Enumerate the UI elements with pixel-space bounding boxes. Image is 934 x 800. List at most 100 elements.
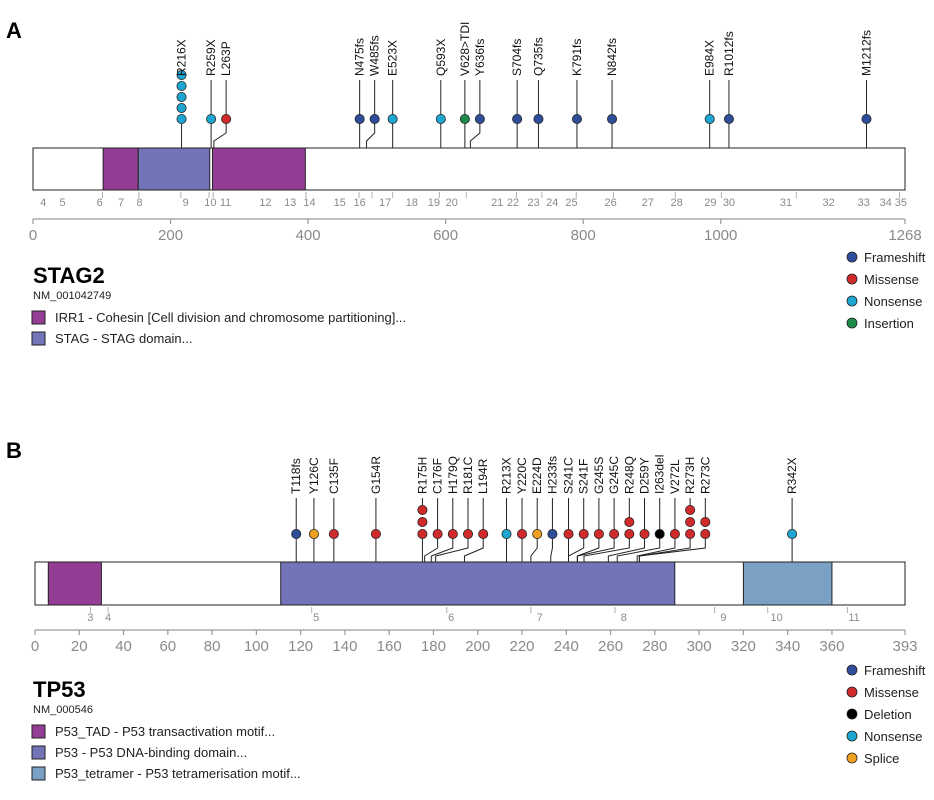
mutation-label: V628>TDI — [458, 22, 472, 76]
mutation-label: W485fs — [368, 35, 382, 76]
axis-tick-label: 600 — [433, 227, 458, 244]
axis-tick-label: 800 — [571, 227, 596, 244]
axis-tick-label: 120 — [288, 638, 313, 655]
mutation-dot-frameshift — [474, 114, 485, 125]
missense-legend-label: Missense — [864, 272, 919, 287]
nonsense-legend-label: Nonsense — [864, 294, 923, 309]
mutation-dot-nonsense — [176, 114, 187, 125]
insertion-legend-swatch — [846, 317, 858, 329]
mutation-label: N475fs — [353, 38, 367, 76]
mutation-dot-missense — [517, 529, 528, 540]
mutation-label: H179Q — [446, 456, 460, 494]
mutation-dot-frameshift — [533, 114, 544, 125]
mutation-dot-frameshift — [723, 114, 734, 125]
missense-legend-label: Missense — [864, 685, 919, 700]
mutation-label: G245C — [607, 456, 621, 494]
exon-label: 6 — [97, 197, 103, 209]
exon-label: 30 — [723, 197, 735, 209]
mutation-label: L263P — [219, 41, 233, 76]
mutation-label: Q735fs — [531, 37, 545, 76]
panel-a-exon-labels: 4 5 6 7 8 9 10 11 12 13 14 15 16 17 18 19 20 21 22 23 24 25 26… — [40, 192, 907, 209]
mutation-label: C176F — [431, 458, 445, 494]
mutation-dot-frameshift — [571, 114, 582, 125]
mutation-label: R259X — [204, 39, 218, 76]
domain-tad — [47, 561, 102, 606]
missense-legend-swatch — [846, 686, 858, 698]
domain-legend-label: P53_tetramer - P53 tetramerisation motif… — [55, 766, 301, 781]
mutation-dot-frameshift — [512, 114, 523, 125]
exon-label: 28 — [671, 197, 683, 209]
domain-legend-label: P53 - P53 DNA-binding domain... — [55, 745, 247, 760]
exon-label: 31 — [780, 197, 792, 209]
mutation-label: E523X — [386, 40, 400, 76]
mutation-label: S704fs — [510, 39, 524, 76]
axis-tick-label: 320 — [731, 638, 756, 655]
mutation-dot-nonsense — [176, 70, 187, 81]
mutation-dot-splice — [308, 529, 319, 540]
panel-b-axis: 0 20 40 60 80 100 120 140 160 180 200 220 240 260 280 3… — [31, 629, 918, 655]
panel-b-protein-track — [34, 561, 906, 606]
mutation-label: R248Q — [622, 456, 636, 494]
mutation-dot-missense — [685, 529, 696, 540]
mutation-label: E224D — [530, 457, 544, 494]
panel-a-transcript: NM_001042749 — [33, 290, 111, 302]
mutation-label: R273H — [683, 457, 697, 494]
axis-tick-label: 60 — [159, 638, 176, 655]
axis-tick-label: 200 — [158, 227, 183, 244]
mutation-label: T118fs — [289, 458, 303, 494]
domain-legend-label: STAG - STAG domain... — [55, 331, 193, 346]
mutation-label: E984X — [703, 40, 717, 76]
mutation-label: G154R — [369, 456, 383, 494]
panel-b-mutation-legend: Frameshift Missense Deletion Nonsense Splice — [846, 663, 926, 766]
axis-tick-label: 1000 — [704, 227, 737, 244]
exon-label: 17 — [379, 197, 391, 209]
exon-label: 15 — [334, 197, 346, 209]
panel-b-transcript: NM_000546 — [33, 704, 93, 716]
mutation-dot-missense — [463, 529, 474, 540]
mutation-label: R1012fs — [722, 31, 736, 76]
mutation-dot-splice — [532, 529, 543, 540]
exon-label: 7 — [537, 612, 543, 624]
exon-label: 11 — [848, 612, 859, 624]
mutation-dot-frameshift — [369, 114, 380, 125]
mutation-dot-missense — [447, 529, 458, 540]
exon-label: 9 — [183, 197, 189, 209]
nonsense-legend-swatch — [846, 730, 858, 742]
exon-label: 19 — [428, 197, 440, 209]
mutation-dot-missense — [221, 114, 232, 125]
axis-tick-label: 80 — [204, 638, 221, 655]
mutation-dot-missense — [609, 529, 620, 540]
exon-label: 5 — [313, 612, 319, 624]
panel-a-letter: A — [6, 18, 22, 43]
mutation-dot-nonsense — [176, 81, 187, 92]
mutation-dot-missense — [328, 529, 339, 540]
mutation-dot-missense — [417, 517, 428, 528]
missense-legend-swatch — [846, 273, 858, 285]
mutation-label: R273C — [698, 456, 712, 494]
exon-label: 27 — [642, 197, 654, 209]
axis-tick-label: 360 — [819, 638, 844, 655]
panel-a: A R216X R259X L263P N475fs W485fs E523X Q593X V… — [6, 18, 926, 346]
deletion-legend-swatch — [846, 708, 858, 720]
exon-label: 33 — [858, 197, 870, 209]
mutation-label: N842fs — [605, 38, 619, 76]
exon-label: 10 — [770, 612, 782, 624]
axis-tick-label: 260 — [598, 638, 623, 655]
domain-tet — [742, 561, 833, 606]
domain-legend-swatch — [31, 766, 46, 781]
panel-a-gene-name: STAG2 — [33, 263, 105, 288]
mutation-dot-missense — [478, 529, 489, 540]
exon-label: 5 — [60, 197, 66, 209]
exon-label: 4 — [40, 197, 46, 209]
axis-tick-label: 140 — [332, 638, 357, 655]
frameshift-legend-label: Frameshift — [864, 663, 926, 678]
panel-b-exon-labels: 3 4 5 6 7 8 9 10 11 — [87, 607, 860, 624]
axis-tick-label: 240 — [554, 638, 579, 655]
axis-tick-label: 0 — [29, 227, 37, 244]
panel-a-mutation-legend: Frameshift Missense Nonsense Insertion — [846, 250, 926, 331]
panel-a-domain-legend: IRR1 - Cohesin [Cell division and chromo… — [31, 310, 406, 346]
exon-label: 35 — [895, 197, 907, 209]
mutation-label: L194R — [476, 458, 490, 494]
mutation-dot-nonsense — [435, 114, 446, 125]
axis-tick-label: 200 — [465, 638, 490, 655]
